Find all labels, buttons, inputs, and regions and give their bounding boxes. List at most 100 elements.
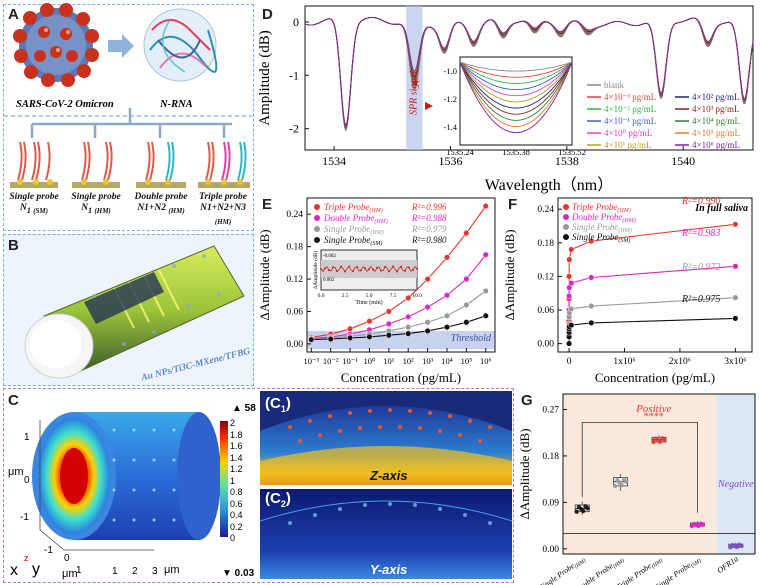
f-data-point — [568, 322, 575, 329]
panel-g-label: G — [521, 392, 533, 409]
g-plot-frame — [562, 393, 756, 555]
g-negative-label: Negative — [717, 479, 754, 490]
panel-a-art — [4, 3, 252, 188]
c2-axis-label: Y-axis — [370, 562, 408, 577]
e-inset-point — [404, 269, 406, 272]
g-data-point — [612, 483, 618, 489]
d-legend-label: 4×10² pg/mL — [692, 92, 740, 102]
e-legend-sub: (HM) — [369, 207, 382, 214]
probe-label-2: Single probe N1 (HM) — [71, 192, 121, 215]
d-spr-star: ★ — [410, 77, 420, 89]
e-legend-r2: R²=0.996 — [411, 202, 447, 212]
e-xtick-label: 10⁻¹ — [342, 356, 358, 366]
d-ytick-label: -2 — [289, 122, 299, 136]
c1-axis-label: Z-axis — [370, 468, 408, 483]
e-inset-ytick: 0.002 — [323, 278, 335, 283]
panel-e-label: E — [262, 196, 273, 213]
e-data-point — [347, 325, 354, 332]
e-plot-frame — [306, 197, 496, 353]
e-xtick-label: 10² — [403, 356, 415, 366]
e-inset-point — [388, 270, 390, 273]
e-xlabel: Concentration (pg/mL) — [341, 370, 461, 385]
e-inset-xtick: 7.5 — [390, 293, 397, 299]
panel-c-label: C — [8, 392, 19, 409]
colorbar-tick: 1.4 — [230, 452, 243, 463]
e-legend-r2: R²=0.980 — [411, 235, 447, 245]
e-data-point — [463, 319, 470, 326]
g-significance-bracket — [581, 421, 698, 513]
branch-lines — [30, 108, 232, 138]
f-data-point — [566, 256, 573, 263]
e-inset-point — [332, 266, 334, 269]
panel-c-frame — [3, 388, 514, 583]
e-data-point — [405, 313, 412, 320]
e-data-point — [443, 324, 451, 331]
e-fit-line — [311, 205, 487, 338]
panel-d-spectrum-chart: 0 -1 -2 1534 1536 1538 1540 Amplitude (dB) Wavel… — [257, 5, 754, 194]
d-legend-label: 4×10⁶ pg/mL — [692, 140, 740, 150]
e-inset-xtick: 10.0 — [412, 293, 422, 299]
f-xtick-label: 2x10⁶ — [669, 357, 691, 367]
f-legend-marker — [563, 234, 569, 240]
f-legend-name: Single Probe(HM) — [572, 222, 632, 234]
e-ytick-label: 0.18 — [286, 243, 303, 253]
f-legend-marker — [563, 224, 569, 230]
e-legend-r2: R²=0.988 — [411, 213, 447, 223]
c-ytick-2: 0 — [24, 475, 30, 486]
f-plot-frame — [557, 197, 753, 353]
g-category-sub: (HM) — [573, 557, 587, 570]
g-ytick-label: 0.27 — [542, 405, 559, 415]
e-inset-point — [368, 268, 370, 271]
e-xtick-label: 10³ — [422, 356, 434, 366]
d-inset-line — [459, 61, 573, 91]
e-data-point — [424, 276, 431, 283]
e-inset-point — [324, 267, 326, 270]
g-data-point — [585, 506, 590, 511]
panel-b-label: B — [8, 237, 19, 254]
f-data-point — [568, 305, 575, 312]
g-category-label: OFR1a — [715, 554, 739, 575]
g-data-point — [662, 437, 667, 442]
colorbar-tick: 1 — [230, 475, 236, 486]
panel-g-chart: 0.00 0.09 0.18 0.27 Single Probe(HM)Double P… — [517, 393, 756, 585]
e-legend-r2: R²=0.979 — [411, 224, 447, 234]
c-axis-z: z — [24, 553, 29, 563]
f-legend-sub: (HM) — [617, 207, 630, 214]
d-legend-label: 4×10³ pg/mL — [692, 104, 740, 114]
d-inset-xtick: 1535.24 — [446, 147, 474, 157]
f-legend-sub: (HM) — [618, 227, 631, 234]
panel-d-label: D — [262, 6, 273, 23]
c-x2tick-3: 3 — [152, 566, 158, 577]
e-data-point — [463, 276, 470, 283]
f-ytick-label: 0.00 — [537, 340, 554, 350]
f-condition-label: In full saliva — [694, 203, 748, 214]
f-data-point — [568, 280, 575, 287]
rna-label: N-RNA — [160, 99, 193, 110]
arrow-right-icon — [425, 102, 433, 110]
d-inset-ytick: -1.0 — [444, 66, 457, 76]
c-xtick-1: -1 — [44, 545, 53, 556]
g-ytick-label: 0.18 — [542, 452, 559, 462]
e-data-point — [385, 332, 392, 339]
e-data-point — [482, 251, 489, 258]
e-inset-point — [372, 268, 374, 271]
d-inset-line — [459, 62, 573, 109]
panel-c1-c2-images — [260, 391, 512, 579]
e-legend-name: Triple Probe(HM) — [324, 202, 383, 214]
f-ytick-label: 0.06 — [537, 306, 554, 316]
e-data-point — [366, 318, 373, 325]
d-inset-ytick: -1.2 — [444, 94, 457, 104]
d-legend-label: 4×10¹ pg/mL — [604, 140, 652, 150]
e-legend-marker — [314, 237, 320, 243]
e-data-point — [482, 287, 489, 294]
d-legend-label: 4×10⁻² pg/mL — [604, 104, 656, 114]
f-data-point — [732, 263, 739, 270]
g-category-label: Double Probe(HM) — [572, 554, 626, 585]
d-inset-line — [459, 62, 573, 115]
f-ylabel: ΔAmplitude (dB) — [502, 229, 517, 320]
e-legend-sub: (HM) — [374, 218, 387, 225]
probe-label-1: Single probe N1 (SM) — [9, 192, 59, 215]
d-xtick-label: 1538 — [555, 154, 579, 168]
f-ytick-label: 0.12 — [537, 272, 554, 282]
e-legend-name: Double Probe(HM) — [323, 213, 388, 225]
